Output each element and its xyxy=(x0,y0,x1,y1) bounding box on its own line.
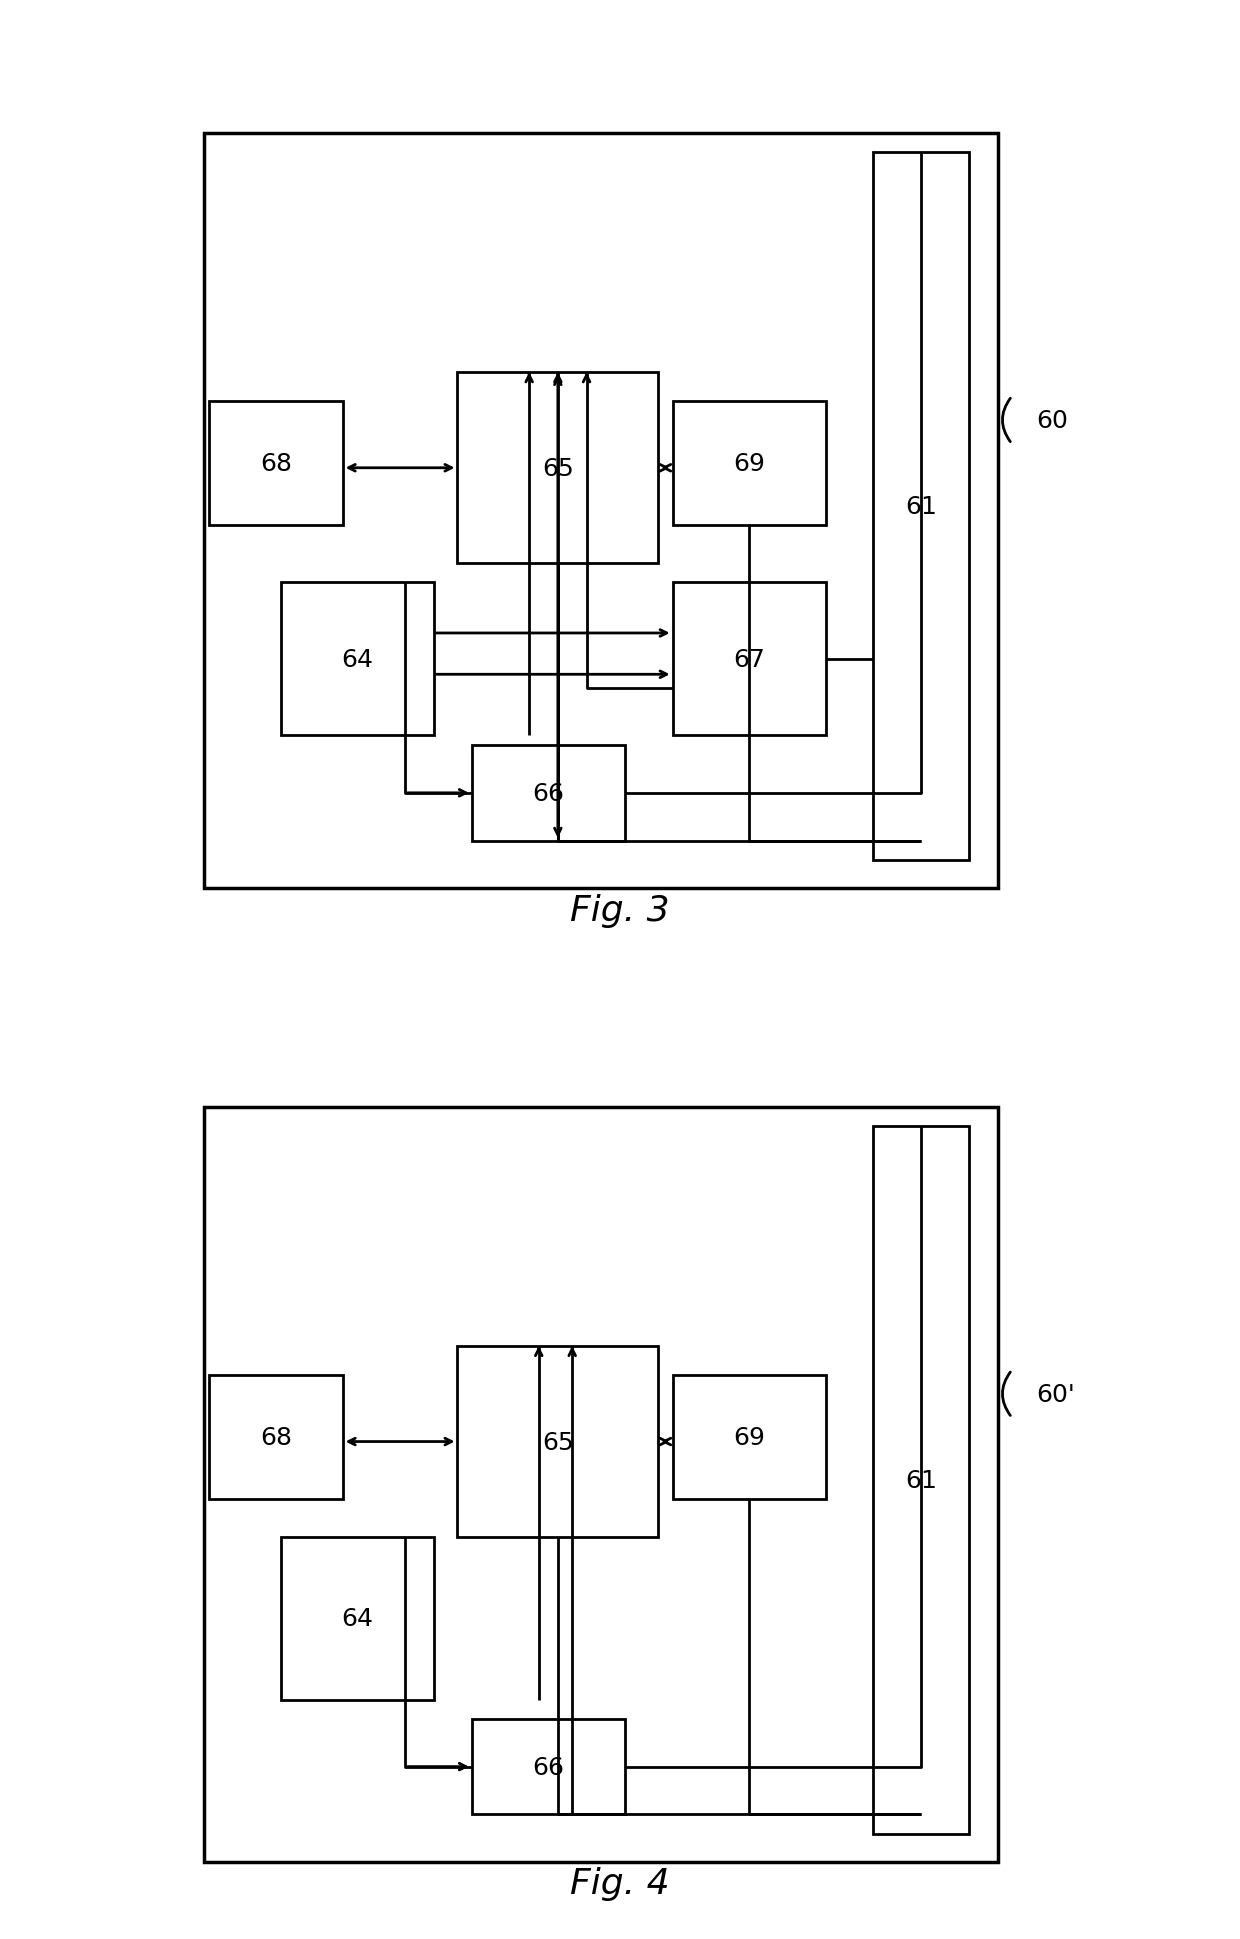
Bar xyxy=(205,134,998,888)
Bar xyxy=(672,1375,826,1499)
Bar xyxy=(208,1375,342,1499)
Text: Fig. 4: Fig. 4 xyxy=(570,1867,670,1900)
Text: 60': 60' xyxy=(1035,1383,1075,1406)
Bar xyxy=(873,153,968,861)
Bar xyxy=(672,401,826,525)
Text: 61: 61 xyxy=(905,1468,937,1491)
Bar xyxy=(280,584,434,737)
Bar xyxy=(873,1127,968,1834)
Text: 69: 69 xyxy=(733,1425,765,1448)
Text: 66: 66 xyxy=(532,781,564,805)
Text: 60: 60 xyxy=(1035,409,1068,432)
Text: 65: 65 xyxy=(542,1429,574,1454)
Bar xyxy=(672,584,826,737)
Bar xyxy=(471,747,625,842)
Text: 64: 64 xyxy=(341,648,373,671)
Bar xyxy=(471,1720,625,1815)
Text: 65: 65 xyxy=(542,456,574,481)
Bar xyxy=(205,1107,998,1861)
Text: 68: 68 xyxy=(260,452,291,475)
Text: 68: 68 xyxy=(260,1425,291,1448)
Text: Fig. 3: Fig. 3 xyxy=(570,894,670,927)
Bar xyxy=(458,1346,658,1538)
Bar xyxy=(458,372,658,564)
Bar xyxy=(208,401,342,525)
Text: 67: 67 xyxy=(733,648,765,671)
Text: 64: 64 xyxy=(341,1607,373,1631)
Text: 61: 61 xyxy=(905,494,937,520)
Bar xyxy=(280,1538,434,1701)
Text: 66: 66 xyxy=(532,1755,564,1778)
Text: 69: 69 xyxy=(733,452,765,475)
